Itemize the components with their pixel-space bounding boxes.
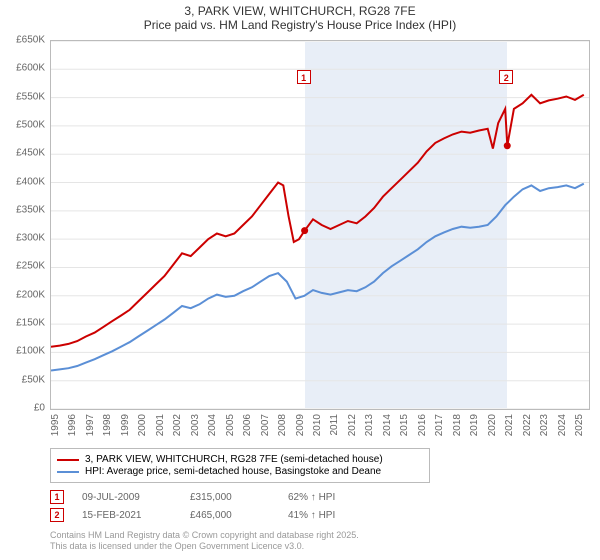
plot-area: [50, 40, 590, 410]
sale-marker-label: 1: [297, 70, 311, 84]
plot-svg: [51, 41, 589, 409]
x-tick-label: 1998: [102, 414, 113, 436]
x-tick-label: 2016: [417, 414, 428, 436]
sale-price: £315,000: [190, 492, 270, 503]
sale-marker-icon: 1: [50, 490, 64, 504]
y-tick-label: £250K: [16, 261, 45, 272]
legend: 3, PARK VIEW, WHITCHURCH, RG28 7FE (semi…: [50, 448, 430, 483]
x-tick-label: 2015: [399, 414, 410, 436]
sale-marker-label: 2: [499, 70, 513, 84]
title-address: 3, PARK VIEW, WHITCHURCH, RG28 7FE: [0, 4, 600, 18]
x-tick-label: 2014: [382, 414, 393, 436]
x-tick-label: 2024: [557, 414, 568, 436]
x-tick-label: 2007: [260, 414, 271, 436]
y-tick-label: £600K: [16, 63, 45, 74]
legend-row: HPI: Average price, semi-detached house,…: [57, 466, 423, 477]
x-tick-label: 2005: [225, 414, 236, 436]
x-tick-label: 2010: [312, 414, 323, 436]
legend-row: 3, PARK VIEW, WHITCHURCH, RG28 7FE (semi…: [57, 454, 423, 465]
x-tick-label: 2006: [242, 414, 253, 436]
x-tick-label: 2018: [452, 414, 463, 436]
y-tick-label: £300K: [16, 233, 45, 244]
x-tick-label: 1999: [120, 414, 131, 436]
sale-date: 15-FEB-2021: [82, 510, 172, 521]
x-tick-label: 2020: [487, 414, 498, 436]
x-tick-label: 2023: [539, 414, 550, 436]
sales-row: 1 09-JUL-2009 £315,000 62% ↑ HPI: [50, 490, 335, 504]
legend-label: 3, PARK VIEW, WHITCHURCH, RG28 7FE (semi…: [85, 454, 383, 465]
y-tick-label: £400K: [16, 176, 45, 187]
x-tick-label: 2000: [137, 414, 148, 436]
sale-date: 09-JUL-2009: [82, 492, 172, 503]
legend-swatch: [57, 459, 79, 461]
x-tick-label: 2011: [329, 414, 340, 436]
sale-marker-icon: 2: [50, 508, 64, 522]
sales-row: 2 15-FEB-2021 £465,000 41% ↑ HPI: [50, 508, 335, 522]
chart-container: 3, PARK VIEW, WHITCHURCH, RG28 7FE Price…: [0, 0, 600, 560]
y-tick-label: £200K: [16, 289, 45, 300]
sale-delta: 62% ↑ HPI: [288, 492, 335, 503]
x-tick-label: 2021: [504, 414, 515, 436]
x-tick-label: 2019: [469, 414, 480, 436]
copyright-line: Contains HM Land Registry data © Crown c…: [50, 530, 359, 541]
x-tick-label: 1997: [85, 414, 96, 436]
x-tick-label: 2012: [347, 414, 358, 436]
title-subtitle: Price paid vs. HM Land Registry's House …: [0, 18, 600, 32]
x-tick-label: 2008: [277, 414, 288, 436]
legend-swatch: [57, 471, 79, 473]
legend-label: HPI: Average price, semi-detached house,…: [85, 466, 381, 477]
y-tick-label: £650K: [16, 35, 45, 46]
x-tick-label: 2003: [190, 414, 201, 436]
y-tick-label: £500K: [16, 119, 45, 130]
x-tick-label: 2002: [172, 414, 183, 436]
x-tick-label: 2022: [522, 414, 533, 436]
x-tick-label: 2013: [364, 414, 375, 436]
y-tick-label: £550K: [16, 91, 45, 102]
chart-area: £0£50K£100K£150K£200K£250K£300K£350K£400…: [50, 40, 590, 410]
sale-price: £465,000: [190, 510, 270, 521]
y-tick-label: £150K: [16, 318, 45, 329]
x-tick-label: 2001: [155, 414, 166, 436]
y-tick-label: £0: [34, 403, 45, 414]
x-tick-label: 2009: [295, 414, 306, 436]
y-tick-label: £100K: [16, 346, 45, 357]
copyright: Contains HM Land Registry data © Crown c…: [50, 530, 359, 553]
y-tick-label: £450K: [16, 148, 45, 159]
x-tick-label: 1996: [67, 414, 78, 436]
title-area: 3, PARK VIEW, WHITCHURCH, RG28 7FE Price…: [0, 0, 600, 32]
copyright-line: This data is licensed under the Open Gov…: [50, 541, 359, 552]
x-tick-label: 2004: [207, 414, 218, 436]
y-tick-label: £350K: [16, 204, 45, 215]
x-tick-label: 2017: [434, 414, 445, 436]
y-tick-label: £50K: [22, 374, 45, 385]
sales-table: 1 09-JUL-2009 £315,000 62% ↑ HPI 2 15-FE…: [50, 490, 335, 526]
sale-delta: 41% ↑ HPI: [288, 510, 335, 521]
x-tick-label: 2025: [574, 414, 585, 436]
x-tick-label: 1995: [50, 414, 61, 436]
